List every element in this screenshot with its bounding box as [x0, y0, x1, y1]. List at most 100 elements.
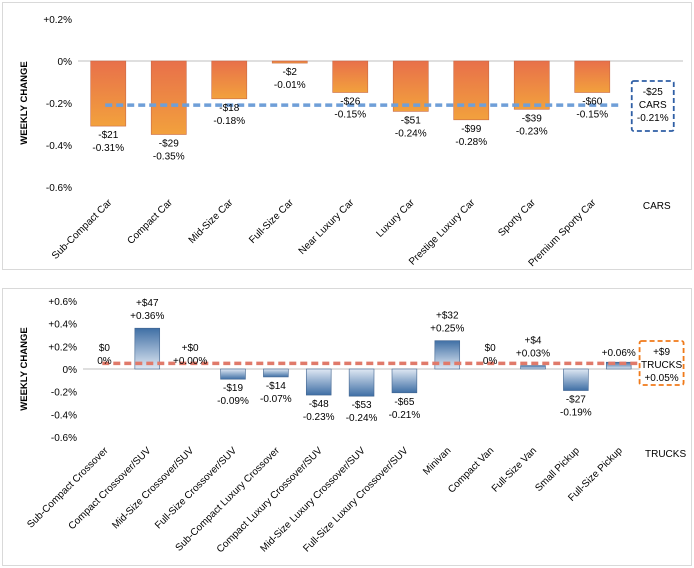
y-tick-label: -0.6%	[51, 433, 77, 444]
data-label-percent: -0.15%	[334, 110, 366, 121]
data-label-percent: -0.23%	[516, 126, 548, 137]
category-label: Full-Size Car	[247, 197, 296, 246]
bar	[563, 368, 589, 391]
category-label: Minivan	[421, 445, 453, 477]
y-tick-label: +0.4%	[48, 320, 77, 331]
y-tick-label: +0.2%	[43, 15, 72, 26]
y-tick-label: -0.4%	[51, 410, 77, 421]
data-label-dollar: -$51	[401, 115, 421, 126]
bar	[348, 368, 375, 397]
bar	[453, 60, 490, 121]
category-label: Compact Car	[125, 197, 175, 247]
category-label: Premium Sporty Car	[527, 197, 599, 269]
y-axis-label: WEEKLY CHANGE	[19, 61, 30, 144]
data-label-percent: -0.31%	[92, 143, 124, 154]
data-label-dollar: -$99	[461, 124, 481, 135]
data-label-dollar: $0	[485, 343, 497, 354]
bar	[220, 368, 246, 380]
y-tick-label: +0.6%	[48, 297, 77, 308]
data-label-dollar: -$48	[309, 399, 329, 410]
category-label: Compact Van	[446, 445, 496, 495]
y-axis-label: WEEKLY CHANGE	[19, 327, 30, 410]
data-label-percent: -0.18%	[213, 116, 245, 127]
bar	[392, 60, 429, 112]
data-label-percent: -0.07%	[260, 394, 292, 405]
data-label-dollar: -$53	[352, 400, 372, 411]
data-label-dollar: -$21	[98, 130, 118, 141]
summary-box	[630, 80, 675, 132]
data-label-percent: +0.00%	[173, 356, 207, 367]
data-label-percent: -0.23%	[303, 412, 335, 423]
summary-label: CARS	[639, 100, 667, 111]
y-tick-label: 0%	[58, 57, 73, 68]
bar	[520, 365, 546, 370]
data-label-dollar: -$60	[582, 97, 602, 108]
y-tick-label: 0%	[63, 365, 78, 376]
category-label: Sporty Car	[496, 197, 538, 239]
data-label-percent: 0%	[97, 356, 112, 367]
data-label-dollar: -$29	[159, 139, 179, 150]
data-label-dollar: -$26	[340, 97, 360, 108]
data-label-percent: -0.01%	[274, 80, 306, 91]
trucks-chart: WEEKLY CHANGE +0.6% +0.4% +0.2% 0% -0.2% -0.4%…	[19, 297, 686, 555]
data-label-percent: +0.25%	[430, 324, 464, 335]
y-tick-label: -0.2%	[51, 388, 77, 399]
bar	[332, 60, 369, 93]
cars-chart: WEEKLY CHANGE +0.2% 0% -0.2% -0.4% -0.6% -$21 -…	[19, 15, 683, 269]
summary-label: +0.05%	[644, 373, 678, 384]
summary-label: +$9	[653, 347, 670, 358]
category-label: Luxury Car	[375, 197, 418, 240]
bar	[263, 368, 289, 378]
data-label-dollar: $0	[99, 343, 111, 354]
data-label-percent: -0.28%	[455, 137, 487, 148]
data-label-dollar: -$14	[266, 381, 286, 392]
bar	[391, 368, 418, 394]
category-label: TRUCKS	[645, 449, 686, 460]
summary-label: -0.21%	[637, 113, 669, 124]
data-label-percent: -0.09%	[217, 396, 249, 407]
y-tick-label: -0.2%	[46, 99, 72, 110]
data-label-percent: -0.21%	[389, 410, 421, 421]
bar	[150, 60, 187, 135]
data-label-dollar: -$18	[219, 103, 239, 114]
category-label: Full-Size Van	[490, 445, 539, 494]
bar	[605, 361, 632, 370]
category-label: Mid-Size Crossover/SUV	[110, 445, 196, 531]
category-label: Compact Crossover/SUV	[67, 445, 154, 532]
data-label-percent: 0%	[483, 356, 498, 367]
bar	[90, 60, 127, 127]
data-label-dollar: +$32	[436, 311, 459, 322]
bar	[513, 60, 550, 110]
data-label-percent: -0.24%	[346, 413, 378, 424]
bar	[574, 60, 611, 93]
data-label-percent: +0.06%	[602, 348, 636, 359]
category-label: Prestige Luxury Car	[407, 197, 478, 268]
y-tick-label: +0.2%	[48, 342, 77, 353]
bar	[305, 368, 332, 396]
data-label-dollar: -$65	[394, 397, 414, 408]
summary-label: -$25	[643, 87, 663, 98]
data-label-dollar: -$19	[223, 383, 243, 394]
data-label-percent: -0.15%	[576, 110, 608, 121]
cars-chart-panel: WEEKLY CHANGE +0.2% 0% -0.2% -0.4% -0.6% -$21 -…	[2, 2, 692, 270]
data-label-dollar: -$39	[522, 113, 542, 124]
data-label-dollar: -$2	[283, 67, 298, 78]
bar	[271, 60, 308, 64]
y-tick-label: -0.4%	[46, 141, 72, 152]
category-label: Sub-Compact Car	[50, 197, 115, 262]
trucks-chart-panel: WEEKLY CHANGE +0.6% +0.4% +0.2% 0% -0.2% -0.4%…	[2, 288, 692, 566]
data-label-dollar: +$4	[525, 336, 542, 347]
summary-label: TRUCKS	[641, 360, 682, 371]
summary-box	[638, 340, 685, 386]
category-label: Full-Size Crossover/SUV	[153, 445, 239, 531]
data-label-dollar: -$27	[566, 395, 586, 406]
y-tick-label: -0.6%	[46, 183, 72, 194]
bar	[211, 60, 248, 100]
data-label-dollar: +$47	[136, 298, 159, 309]
category-label: Mid-Size Car	[187, 197, 236, 246]
data-label-percent: +0.36%	[130, 311, 164, 322]
data-label-percent: -0.35%	[153, 152, 185, 163]
category-label: Near Luxury Car	[297, 197, 357, 257]
data-label-percent: -0.19%	[560, 408, 592, 419]
data-label-percent: -0.24%	[395, 128, 427, 139]
